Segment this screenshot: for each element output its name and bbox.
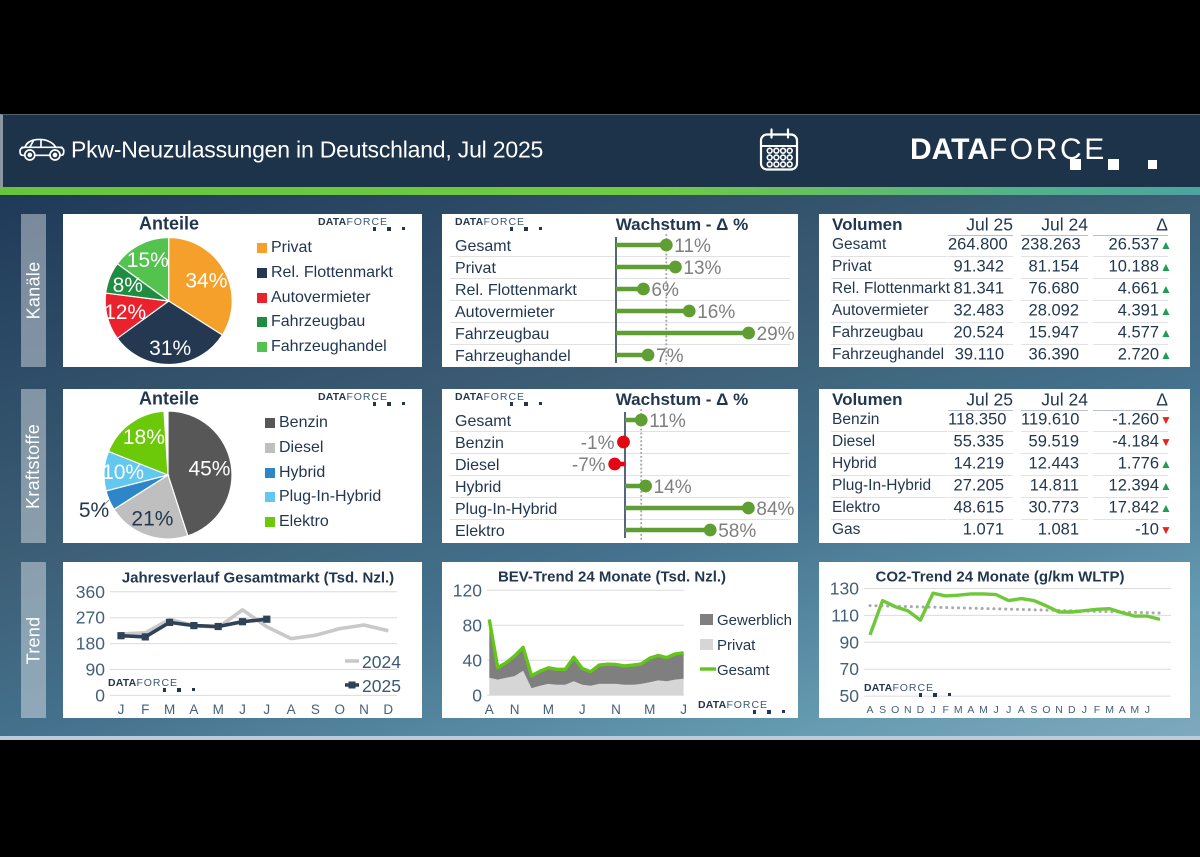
svg-text:-7%: -7% — [572, 455, 606, 476]
svg-text:N: N — [1055, 704, 1063, 716]
svg-text:11%: 11% — [649, 411, 686, 432]
svg-text:Fahrzeugbau: Fahrzeugbau — [455, 326, 549, 343]
svg-text:7%: 7% — [656, 346, 684, 367]
svg-text:A: A — [485, 702, 494, 717]
svg-text:29%: 29% — [757, 324, 795, 345]
svg-text:S: S — [879, 704, 886, 716]
svg-text:Plug-In-Hybrid: Plug-In-Hybrid — [455, 501, 557, 518]
svg-text:0: 0 — [95, 685, 105, 705]
svg-text:40: 40 — [463, 650, 483, 670]
svg-text:O: O — [891, 704, 899, 716]
svg-text:M: M — [644, 702, 655, 717]
svg-text:J: J — [1006, 704, 1011, 716]
svg-text:110: 110 — [831, 605, 859, 625]
svg-text:A: A — [967, 704, 974, 716]
svg-text:M: M — [213, 702, 224, 717]
svg-text:M: M — [1130, 704, 1139, 716]
svg-text:F: F — [942, 704, 948, 716]
svg-text:J: J — [930, 704, 935, 716]
svg-text:130: 130 — [830, 579, 859, 599]
svg-text:N: N — [510, 702, 520, 717]
svg-text:Elektro: Elektro — [455, 523, 505, 540]
svg-text:12%: 12% — [104, 301, 146, 324]
svg-text:6%: 6% — [651, 280, 679, 301]
svg-text:O: O — [334, 702, 345, 717]
svg-text:Gesamt: Gesamt — [455, 238, 512, 255]
svg-text:120: 120 — [453, 580, 482, 600]
svg-text:Gewerblich: Gewerblich — [717, 612, 792, 629]
svg-text:J: J — [263, 702, 270, 717]
svg-text:J: J — [1145, 704, 1150, 716]
svg-text:16%: 16% — [697, 302, 735, 323]
svg-text:J: J — [579, 702, 586, 717]
svg-text:M: M — [954, 704, 963, 716]
svg-text:50: 50 — [840, 686, 860, 706]
svg-text:F: F — [1094, 704, 1100, 716]
svg-text:M: M — [1105, 704, 1114, 716]
svg-text:13%: 13% — [683, 258, 721, 279]
svg-text:A: A — [189, 702, 198, 717]
svg-text:14%: 14% — [654, 477, 692, 498]
svg-text:84%: 84% — [756, 499, 794, 520]
svg-text:N: N — [904, 704, 912, 716]
svg-text:J: J — [993, 704, 998, 716]
svg-text:J: J — [1082, 704, 1087, 716]
svg-text:Privat: Privat — [455, 260, 496, 277]
svg-text:D: D — [383, 702, 393, 717]
svg-text:D: D — [917, 704, 925, 716]
svg-text:90: 90 — [86, 660, 106, 680]
svg-text:80: 80 — [463, 615, 483, 635]
svg-text:Fahrzeughandel: Fahrzeughandel — [455, 348, 571, 365]
svg-text:0: 0 — [472, 685, 482, 705]
svg-text:S: S — [1030, 704, 1037, 716]
svg-text:45%: 45% — [188, 457, 230, 480]
svg-text:58%: 58% — [718, 521, 756, 542]
svg-text:5%: 5% — [79, 499, 109, 522]
svg-text:360: 360 — [76, 582, 105, 602]
svg-text:D: D — [1068, 704, 1076, 716]
svg-text:Hybrid: Hybrid — [455, 479, 501, 496]
svg-text:Autovermieter: Autovermieter — [455, 304, 555, 321]
svg-text:8%: 8% — [113, 274, 143, 297]
svg-text:Gesamt: Gesamt — [717, 662, 770, 679]
svg-text:Rel. Flottenmarkt: Rel. Flottenmarkt — [455, 282, 577, 299]
svg-text:Gesamt: Gesamt — [455, 413, 512, 430]
svg-text:34%: 34% — [185, 269, 227, 292]
svg-text:A: A — [1119, 704, 1126, 716]
svg-text:270: 270 — [76, 608, 105, 628]
svg-text:Privat: Privat — [717, 637, 756, 654]
svg-text:J: J — [239, 702, 246, 717]
svg-text:Diesel: Diesel — [455, 457, 499, 474]
svg-text:2025: 2025 — [362, 676, 401, 696]
svg-text:A: A — [866, 704, 873, 716]
svg-text:10%: 10% — [102, 461, 144, 484]
svg-text:31%: 31% — [149, 337, 191, 360]
svg-text:M: M — [164, 702, 175, 717]
svg-text:15%: 15% — [127, 249, 169, 272]
svg-text:180: 180 — [76, 634, 105, 654]
svg-text:18%: 18% — [123, 426, 165, 449]
svg-text:2024: 2024 — [362, 652, 401, 672]
svg-text:11%: 11% — [674, 236, 711, 257]
svg-text:M: M — [543, 702, 554, 717]
svg-text:70: 70 — [840, 659, 860, 679]
svg-text:90: 90 — [840, 632, 860, 652]
svg-text:J: J — [118, 702, 125, 717]
svg-text:-1%: -1% — [581, 433, 615, 454]
svg-text:N: N — [611, 702, 621, 717]
svg-text:F: F — [141, 702, 149, 717]
svg-text:S: S — [311, 702, 320, 717]
svg-text:O: O — [1042, 704, 1050, 716]
svg-text:M: M — [979, 704, 988, 716]
svg-text:A: A — [287, 702, 296, 717]
svg-text:A: A — [1018, 704, 1025, 716]
svg-text:21%: 21% — [131, 507, 173, 530]
svg-text:Benzin: Benzin — [455, 435, 504, 452]
svg-text:N: N — [359, 702, 369, 717]
svg-text:J: J — [680, 702, 687, 717]
